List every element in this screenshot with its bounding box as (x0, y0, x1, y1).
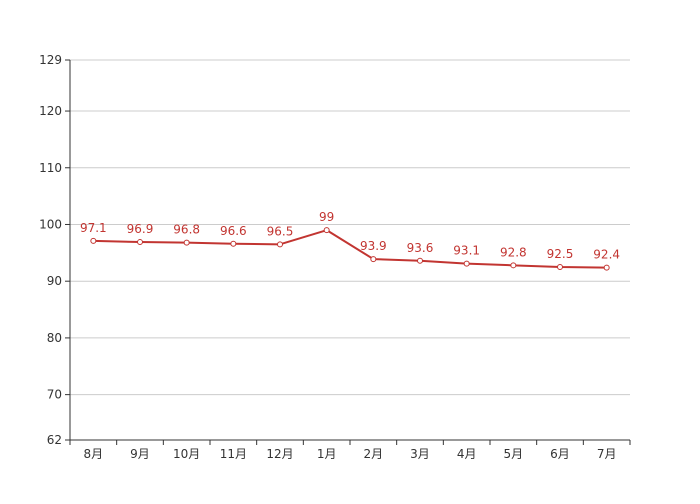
data-label: 93.1 (453, 244, 480, 258)
data-label: 92.8 (500, 245, 527, 259)
data-point (370, 256, 377, 263)
data-label: 92.4 (593, 248, 620, 262)
grid-lines (70, 59, 630, 396)
x-tick-label: 10月 (173, 447, 200, 461)
x-tick-label: 5月 (504, 447, 524, 461)
series-line (93, 229, 607, 269)
data-labels: 97.1 96.9 96.8 96.6 96.5 99 93.9 93.6 93.1 92.8 92… (80, 210, 620, 261)
data-point (277, 241, 283, 248)
axes: 62 70 80 90 100 110 120 129 8月 9月 10月 11月 12月 1月 2月 3月 4… (39, 53, 631, 461)
x-tick-label: 1月 (317, 447, 337, 461)
data-point (463, 260, 470, 267)
data-point (417, 257, 423, 264)
data-label: 96.6 (220, 224, 247, 238)
x-tick-label: 12月 (266, 447, 293, 461)
y-tick-label: 80 (47, 331, 62, 345)
data-point (230, 240, 237, 247)
data-label: 97.1 (80, 221, 107, 235)
x-tick-label: 6月 (550, 447, 570, 461)
y-tick-label: 120 (39, 104, 62, 118)
data-point (90, 237, 97, 244)
y-tick-label: 90 (47, 274, 62, 288)
x-tick-label: 7月 (597, 447, 617, 461)
data-point (557, 264, 563, 271)
data-point (137, 239, 143, 246)
series-layer (90, 227, 610, 271)
data-label: 96.5 (267, 224, 294, 238)
y-tick-label: 129 (39, 53, 62, 67)
y-tick-label: 110 (39, 161, 62, 175)
x-tick-label: 2月 (364, 447, 384, 461)
data-label: 99 (319, 210, 334, 224)
data-label: 92.5 (547, 247, 574, 261)
x-tick-label: 3月 (410, 447, 430, 461)
data-point (510, 262, 517, 269)
x-tick-label: 11月 (220, 447, 247, 461)
data-point (323, 227, 330, 234)
y-tick-label: 70 (47, 388, 62, 402)
y-tick-label: 62 (47, 433, 62, 447)
data-point (183, 239, 190, 246)
data-point (603, 264, 610, 271)
x-tick-label: 4月 (457, 447, 477, 461)
data-label: 93.6 (407, 241, 434, 255)
data-label: 96.9 (127, 222, 154, 236)
x-tick-label: 8月 (84, 447, 104, 461)
y-tick-label: 100 (39, 217, 62, 231)
x-tick-label: 9月 (130, 447, 150, 461)
data-label: 96.8 (173, 223, 200, 237)
data-label: 93.9 (360, 239, 387, 253)
